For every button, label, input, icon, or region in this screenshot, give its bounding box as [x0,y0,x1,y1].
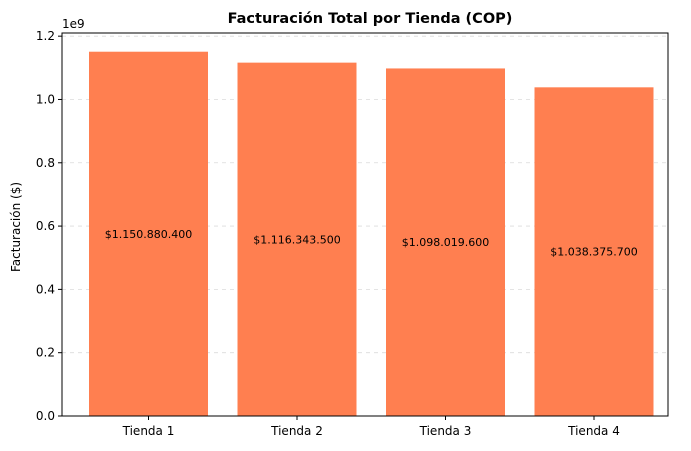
x-tick-label: Tienda 2 [270,424,323,438]
axes-frame [61,32,669,417]
y-axis-offset-label: 1e9 [62,17,85,31]
x-tick-label: Tienda 1 [122,424,175,438]
bar-3 [386,68,505,416]
bar-4 [534,87,654,416]
y-tick-label: 0.4 [36,282,55,296]
bar-value-label: $1.038.375.700 [550,246,637,259]
bar-2 [237,62,357,417]
y-axis-ticks: 0.0 0.2 0.4 0.6 0.8 1.0 1.2 [36,29,62,423]
bar-value-label: $1.150.880.400 [105,228,192,241]
y-axis-label: Facturación ($) [9,182,23,272]
y-tick-label: 0.8 [36,156,55,170]
y-tick-label: 0.0 [36,409,55,423]
chart-title: Facturación Total por Tienda (COP) [228,11,513,27]
bar-value-label: $1.098.019.600 [402,236,489,249]
bar-value-label: $1.116.343.500 [253,233,340,246]
x-tick-label: Tienda 4 [567,424,620,438]
x-tick-label: Tienda 3 [419,424,472,438]
y-tick-label: 1.0 [36,92,55,106]
y-tick-label: 1.2 [36,29,55,43]
bars [89,51,654,417]
y-tick-label: 0.6 [36,219,55,233]
bar-1 [89,51,208,416]
data-labels: $1.150.880.400 $1.116.343.500 $1.098.019.6… [105,228,638,259]
y-tick-label: 0.2 [36,346,55,360]
x-axis-ticks: Tienda 1 Tienda 2 Tienda 3 Tienda 4 [122,416,620,438]
